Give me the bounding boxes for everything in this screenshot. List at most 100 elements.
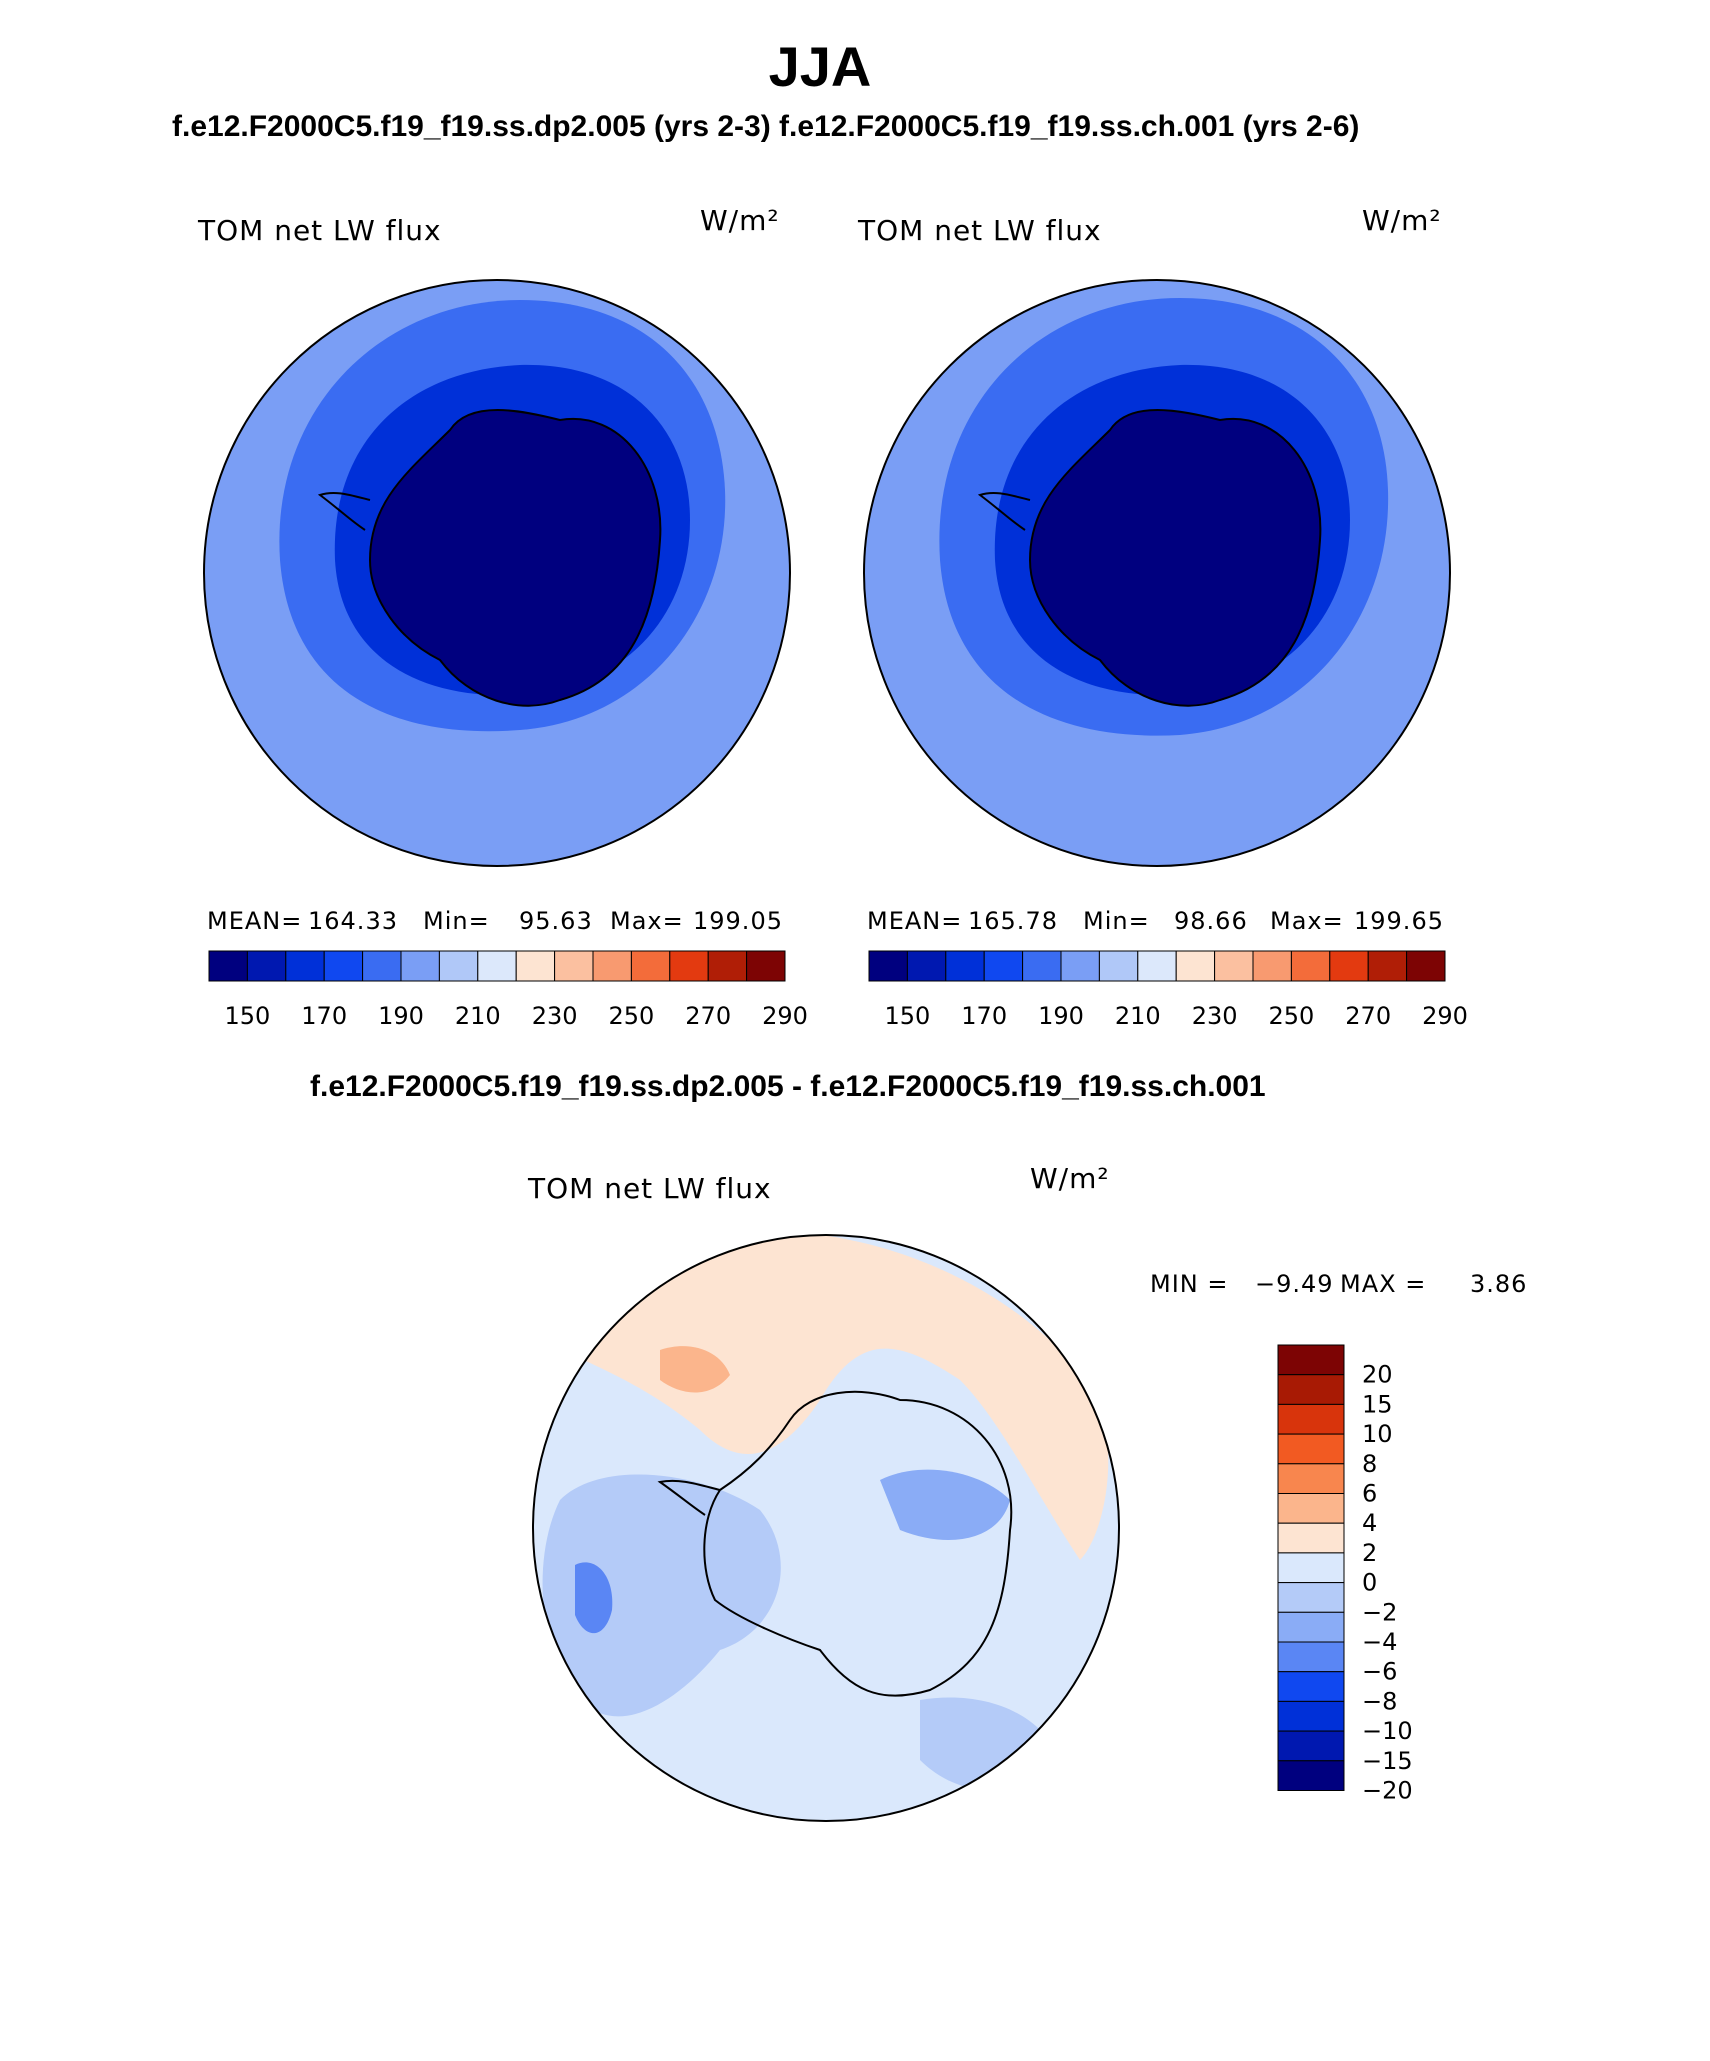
colorbar-box [707,950,748,982]
panel3-variable-label: TOM net LW flux [528,1172,772,1205]
panel1-mean-label: MEAN= [207,907,303,935]
panel1-peninsula [317,491,371,531]
panel1-max-value: 199.05 [693,907,783,935]
panel1-min-value: 95.63 [519,907,593,935]
panel1-min-label: Min= [423,907,490,935]
colorbar-tick-label: −20 [1362,1777,1413,1805]
colorbar-box [1277,1730,1345,1762]
panel3-units-label: W/m² [1030,1162,1110,1195]
figure-title: JJA [768,35,872,98]
colorbar-box [1277,1611,1345,1643]
colorbar-box [906,950,947,982]
panel1-boundary [203,279,791,867]
panel1-units-label: W/m² [700,204,780,237]
panel2-boundary [863,279,1451,867]
panel2-peninsula [977,491,1031,531]
panel3-max-value: 3.86 [1470,1270,1528,1298]
panel2-min-label: Min= [1083,907,1150,935]
colorbar-tick-label: 210 [455,1002,501,1030]
colorbar-box [1277,1582,1345,1613]
panel2-max-value: 199.65 [1354,907,1444,935]
colorbar-tick-label: 250 [608,1002,654,1030]
colorbar-box [592,950,632,982]
colorbar-box [1290,950,1331,982]
colorbar-tick-label: 250 [1268,1002,1314,1030]
colorbar-tick-label: 8 [1362,1450,1377,1478]
panel3-negative-region [542,1474,781,1717]
panel1-antarctica-fill [370,410,661,706]
colorbar-tick-label: −8 [1362,1687,1397,1715]
colorbar-tick-label: 290 [1422,1002,1468,1030]
colorbar-box [1277,1433,1345,1465]
colorbar-box [1277,1374,1345,1405]
colorbar-box [945,950,985,982]
colorbar-tick-label: 150 [224,1002,270,1030]
panel2-map [864,280,1450,866]
colorbar-tick-label: −6 [1362,1658,1397,1686]
panel3-coastline [703,1390,1013,1697]
panel2-antarctica-fill [1030,410,1321,706]
panel1-colorbar: 150 170 190 210 230 250 270 290 [208,950,808,1030]
colorbar-tick-label: 170 [961,1002,1007,1030]
colorbar-box [1060,950,1100,982]
panel1-variable-label: TOM net LW flux [198,214,442,247]
panel3-peninsula [657,1479,721,1516]
panel1-mean-value: 164.33 [308,907,398,935]
colorbar-box [477,950,517,982]
colorbar-box [868,950,908,982]
colorbar-box [323,950,364,982]
colorbar-tick-label: 15 [1362,1390,1393,1418]
colorbar-box [1277,1671,1345,1702]
colorbar-box [515,950,556,982]
panel1-map [204,280,790,866]
panel2-colorbar: 150 170 190 210 230 250 270 290 [868,950,1468,1030]
colorbar-box [1098,950,1139,982]
colorbar-box [1277,1700,1345,1732]
colorbar-tick-label: 10 [1362,1420,1393,1448]
colorbar-box [362,950,402,982]
colorbar-tick-label: 190 [378,1002,424,1030]
colorbar-box [554,950,594,982]
colorbar-tick-label: 2 [1362,1539,1377,1567]
colorbar-box [1137,950,1177,982]
colorbar-tick-label: 20 [1362,1361,1393,1389]
panel3-max-label: MAX = [1340,1270,1427,1298]
panel3-negative-patch-east [880,1469,1010,1540]
colorbar-box [1252,950,1292,982]
panel3-min-value: −9.49 [1255,1270,1334,1298]
colorbar-box [1277,1403,1345,1435]
colorbar-box [208,950,248,982]
colorbar-tick-label: 230 [1192,1002,1238,1030]
colorbar-box [1022,950,1062,982]
colorbar-tick-label: 270 [1345,1002,1391,1030]
colorbar-box [1277,1493,1345,1524]
colorbar-tick-label: 6 [1362,1480,1377,1508]
colorbar-box [1277,1522,1345,1554]
panel3-minimum-patch [575,1562,613,1634]
panel3-positive-region [540,1235,1109,1560]
colorbar-box [246,950,287,982]
panel2-mean-value: 165.78 [968,907,1058,935]
colorbar-box [669,950,709,982]
colorbar-tick-label: 210 [1115,1002,1161,1030]
colorbar-box [630,950,671,982]
colorbar-tick-label: 170 [301,1002,347,1030]
colorbar-tick-label: 0 [1362,1569,1377,1597]
colorbar-tick-label: 190 [1038,1002,1084,1030]
colorbar-box [1277,1344,1345,1376]
colorbar-tick-label: 290 [762,1002,808,1030]
panel2-min-value: 98.66 [1174,907,1248,935]
colorbar-tick-label: 270 [685,1002,731,1030]
colorbar-tick-label: −10 [1362,1717,1413,1745]
colorbar-box [746,950,786,982]
colorbar-box [1214,950,1254,982]
colorbar-tick-label: −15 [1362,1747,1413,1775]
panel3-positive-patch [660,1346,730,1393]
panel2-units-label: W/m² [1362,204,1442,237]
colorbar-box [285,950,325,982]
panel2-variable-label: TOM net LW flux [858,214,1102,247]
figure-subtitle: f.e12.F2000C5.f19_f19.ss.dp2.005 (yrs 2-… [172,110,1360,143]
colorbar-tick-label: 230 [532,1002,578,1030]
panel2-mean-label: MEAN= [867,907,963,935]
